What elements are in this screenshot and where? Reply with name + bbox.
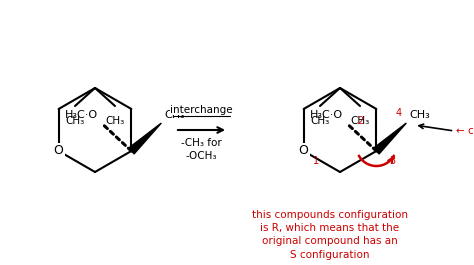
Text: ← clockwise: ← clockwise [456,126,474,136]
Text: 4: 4 [395,108,401,118]
Text: -CH₃ for: -CH₃ for [181,138,222,148]
Text: -OCH₃: -OCH₃ [186,151,217,161]
Text: this compounds configuration
is R, which means that the
original compound has an: this compounds configuration is R, which… [252,210,408,260]
Text: H₃C·O: H₃C·O [310,110,343,120]
Text: H₃C·O: H₃C·O [65,110,99,120]
Text: CH₃: CH₃ [105,116,125,126]
Text: O: O [299,144,309,157]
Polygon shape [374,123,406,154]
Text: 3: 3 [389,156,395,166]
Text: O: O [54,144,64,157]
Text: interchange: interchange [170,105,233,115]
Text: CH₃: CH₃ [410,110,430,120]
Text: CH₃: CH₃ [350,116,370,126]
Text: CH₃: CH₃ [164,110,185,120]
Polygon shape [128,123,161,154]
Text: CH₃: CH₃ [65,116,85,126]
Text: 2: 2 [357,116,364,126]
Text: 1: 1 [312,156,319,166]
Text: CH₃: CH₃ [310,116,329,126]
